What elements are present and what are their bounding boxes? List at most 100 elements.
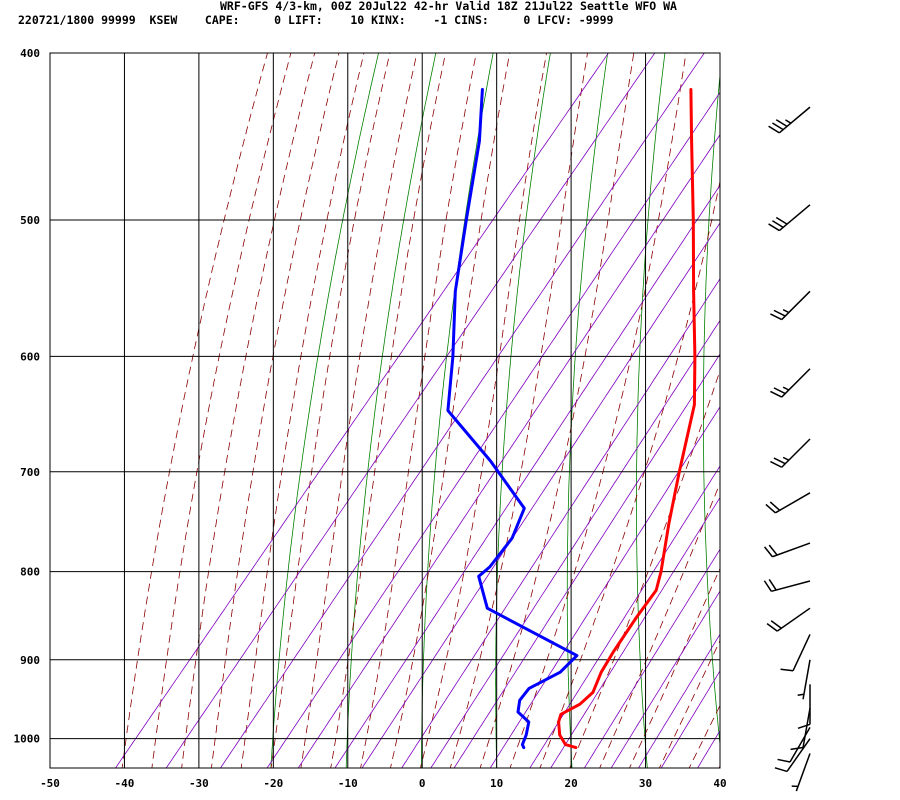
dry-adiabat [421,53,494,768]
barb-shaft [774,492,811,514]
wind-barb [797,659,811,700]
x-tick-label: 40 [713,777,726,790]
mixing-ratio-line [297,134,720,768]
x-tick-label: 10 [490,777,503,790]
moist-adiabat [390,53,511,768]
mixing-ratio-line [401,278,720,768]
wind-barb [766,607,811,632]
barb-feather [777,758,791,763]
barb-feather [773,457,786,465]
profiles [446,88,697,750]
moist-adiabat [360,53,477,768]
barb-feather [790,746,804,751]
dry-adiabat [345,53,437,768]
barb-shaft [778,204,811,232]
barb-feather [770,620,782,629]
barb-feather [797,723,811,730]
barb-feather [774,767,788,773]
dry-adiabat [892,44,900,772]
dry-adiabat [703,71,720,748]
x-tick-label: -20 [263,777,283,790]
barb-feather [768,223,780,232]
moist-adiabat [330,53,447,768]
wind-barb [780,634,811,672]
barb-shaft [802,707,811,748]
y-tick-label: 500 [20,214,40,227]
mixing-ratio-line [529,465,720,768]
barb-shaft [789,726,811,763]
barb-feather [775,119,788,128]
moist-adiabat [121,53,268,768]
barb-half-feather [782,386,790,391]
barb-feather [775,216,788,225]
wind-barb [770,438,811,468]
x-tick-label: -10 [338,777,358,790]
wind-barb [768,204,811,232]
wind-barb [790,707,811,751]
dry-adiabat [635,53,666,768]
barb-feather [766,622,778,632]
sounding-indices: 220721/1800 99999 KSEW CAPE: 0 LIFT: 10 … [18,13,614,27]
mixing-ratio-line [583,548,720,768]
barb-feather [770,390,783,398]
background-lines [115,44,900,772]
moist-adiabat [419,53,547,768]
wind-barb [777,726,811,763]
barb-feather [768,544,778,556]
mixing-ratio-line [266,91,720,768]
barb-feather [770,313,783,321]
barb-feather [772,220,784,228]
mixing-ratio-line [334,184,720,768]
x-tick-label: -50 [40,777,60,790]
moist-adiabat [181,53,316,768]
barb-shaft [771,580,811,593]
y-tick-label: 800 [20,566,40,579]
barb-shaft [792,634,811,672]
moist-adiabat [569,369,720,768]
dry-adiabat [566,53,609,768]
wind-barb [797,684,811,730]
mixing-ratio-line [430,319,720,768]
moist-adiabat [300,53,418,768]
barb-feather [770,460,783,468]
y-tick-label: 400 [20,47,40,60]
mixing-ratio-line [550,496,720,768]
mixing-ratio-line [115,53,609,768]
chart-title: WRF-GFS 4/3-km, 00Z 20Jul22 42-hr Valid … [220,0,677,13]
y-tick-label: 600 [20,350,40,363]
barb-feather [768,125,780,134]
wind-barbs [763,106,811,792]
wind-barb [774,738,811,773]
moist-adiabat [270,53,391,768]
mixing-ratio-line [489,406,720,768]
barb-feather [773,387,786,395]
moist-adiabat [599,482,720,768]
barb-shaft [781,290,811,321]
barb-feather [773,309,786,317]
moist-adiabat [151,53,292,768]
barb-half-feather [785,119,792,124]
y-tick-label: 900 [20,654,40,667]
temperature-profile [557,88,697,750]
moist-adiabat [210,53,340,768]
barb-feather [769,501,781,511]
x-tick-label: -30 [189,777,209,790]
wind-barb [763,579,811,593]
dry-adiabat [495,53,551,768]
barb-shaft [786,738,811,772]
wind-barb [768,106,811,134]
barb-shaft [802,659,811,700]
barb-shaft [776,607,811,632]
y-tick-label: 700 [20,466,40,479]
wind-barb [763,542,811,558]
barb-shaft [772,542,811,558]
wind-barb [770,368,811,398]
dry-adiabat [270,53,379,768]
barb-feather [763,580,772,592]
dewpoint-profile [446,88,579,750]
x-tick-label: -40 [115,777,135,790]
plot-border [49,52,721,769]
mixing-ratio-line [165,53,656,768]
moist-adiabat [629,567,720,768]
barb-shaft [781,368,811,398]
